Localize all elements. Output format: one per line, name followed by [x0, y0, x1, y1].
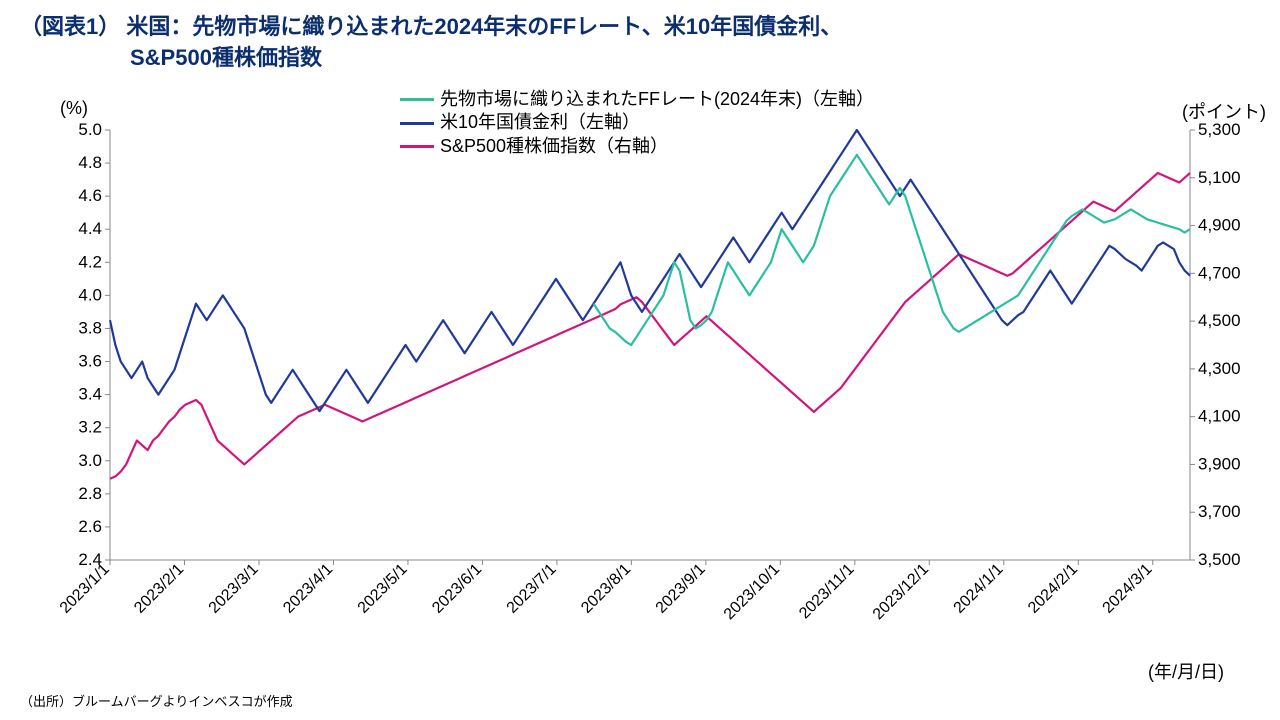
source-text: （出所）ブルームバーグよりインベスコが作成 — [20, 691, 293, 710]
x-axis-caption: (年/月/日) — [1148, 658, 1224, 684]
svg-text:2023/7/1: 2023/7/1 — [504, 561, 560, 617]
chart-plot-area: 2.42.62.83.03.23.43.63.84.04.24.44.64.85… — [60, 85, 1220, 625]
svg-text:2.6: 2.6 — [78, 517, 102, 536]
svg-text:3,900: 3,900 — [1198, 454, 1241, 473]
svg-text:2023/5/1: 2023/5/1 — [355, 561, 411, 617]
chart-svg: 2.42.62.83.03.23.43.63.84.04.24.44.64.85… — [60, 85, 1220, 625]
svg-text:2.8: 2.8 — [78, 484, 102, 503]
svg-text:2023/10/1: 2023/10/1 — [721, 561, 783, 623]
svg-text:4.4: 4.4 — [78, 219, 102, 238]
svg-text:3,500: 3,500 — [1198, 550, 1241, 569]
svg-text:3,700: 3,700 — [1198, 502, 1241, 521]
svg-text:3.8: 3.8 — [78, 318, 102, 337]
svg-text:4.0: 4.0 — [78, 285, 102, 304]
svg-text:3.4: 3.4 — [78, 385, 102, 404]
svg-text:3.2: 3.2 — [78, 418, 102, 437]
svg-text:2024/2/1: 2024/2/1 — [1025, 561, 1081, 617]
svg-text:4.8: 4.8 — [78, 153, 102, 172]
svg-text:2023/12/1: 2023/12/1 — [870, 561, 932, 623]
svg-text:4,700: 4,700 — [1198, 263, 1241, 282]
chart-title: （図表1） 米国：先物市場に織り込まれた2024年末のFFレート、米10年国債金… — [20, 12, 842, 74]
svg-text:2024/1/1: 2024/1/1 — [951, 561, 1007, 617]
svg-text:2023/6/1: 2023/6/1 — [429, 561, 485, 617]
svg-text:2023/8/1: 2023/8/1 — [578, 561, 634, 617]
svg-text:3.0: 3.0 — [78, 451, 102, 470]
svg-text:2023/9/1: 2023/9/1 — [653, 561, 709, 617]
svg-text:4,300: 4,300 — [1198, 359, 1241, 378]
svg-text:4,500: 4,500 — [1198, 311, 1241, 330]
title-line-1: （図表1） 米国：先物市場に織り込まれた2024年末のFFレート、米10年国債金… — [20, 12, 842, 43]
svg-text:4.6: 4.6 — [78, 186, 102, 205]
svg-text:4.2: 4.2 — [78, 252, 102, 271]
svg-text:4,100: 4,100 — [1198, 407, 1241, 426]
svg-text:4,900: 4,900 — [1198, 216, 1241, 235]
svg-text:5,300: 5,300 — [1198, 120, 1241, 139]
svg-text:3.6: 3.6 — [78, 352, 102, 371]
svg-text:2023/3/1: 2023/3/1 — [206, 561, 262, 617]
svg-text:2023/11/1: 2023/11/1 — [796, 561, 858, 623]
svg-text:2023/1/1: 2023/1/1 — [57, 561, 113, 617]
svg-text:5,100: 5,100 — [1198, 168, 1241, 187]
svg-text:5.0: 5.0 — [78, 120, 102, 139]
title-line-2: S&P500種株価指数 — [20, 43, 842, 74]
svg-text:2023/4/1: 2023/4/1 — [280, 561, 336, 617]
svg-text:2023/2/1: 2023/2/1 — [131, 561, 187, 617]
svg-text:2024/3/1: 2024/3/1 — [1100, 561, 1156, 617]
